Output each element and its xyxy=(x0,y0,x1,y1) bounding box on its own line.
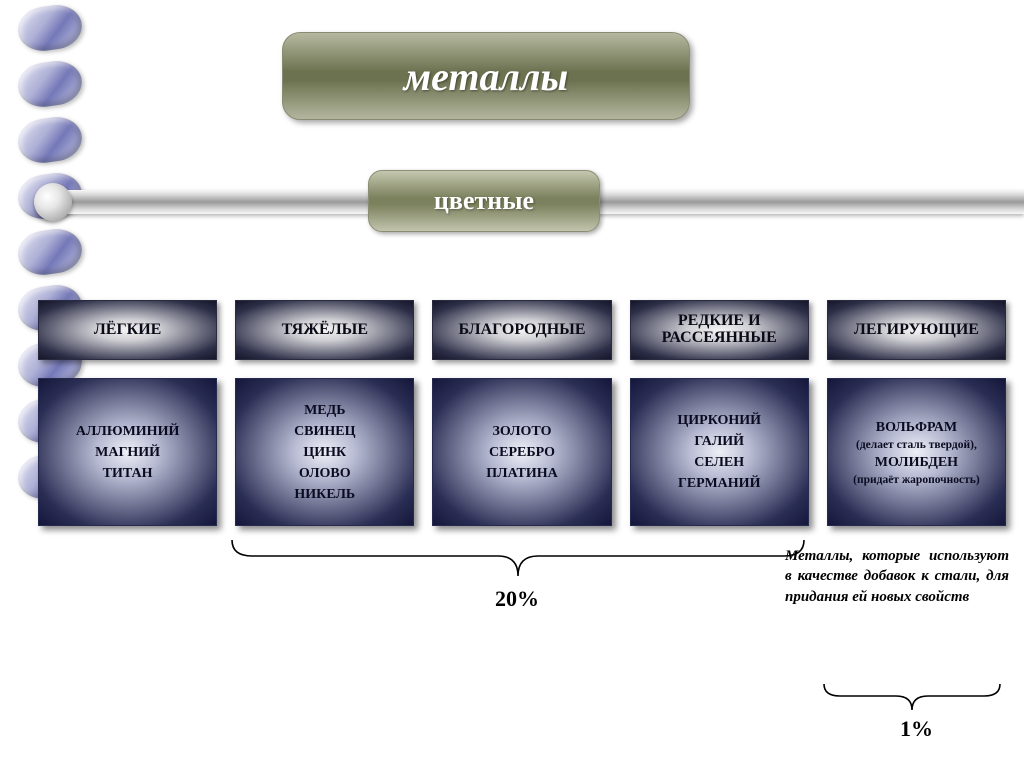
example-line: СВИНЕЦ xyxy=(294,421,355,442)
example-line: ЗОЛОТО xyxy=(493,421,552,442)
title-text: металлы xyxy=(404,53,569,100)
alloying-note: Металлы, которые используют в качестве д… xyxy=(785,546,1009,607)
example-line: МАГНИЙ xyxy=(95,442,160,463)
category-box: БЛАГОРОДНЫЕ xyxy=(432,300,611,360)
category-row: ЛЁГКИЕ ТЯЖЁЛЫЕ БЛАГОРОДНЫЕ РЕДКИЕ И РАСС… xyxy=(38,300,1006,360)
example-box: МЕДЬСВИНЕЦЦИНКОЛОВОНИКЕЛЬ xyxy=(235,378,414,526)
example-line: ЦИРКОНИЙ xyxy=(677,410,761,431)
brace-20pct xyxy=(228,536,808,586)
title-pill: металлы xyxy=(282,32,690,120)
bar-end-cap xyxy=(34,183,72,221)
example-box: ВОЛЬФРАМ(делает сталь твердой),МОЛИБДЕН(… xyxy=(827,378,1006,526)
example-line: СЕРЕБРО xyxy=(489,442,555,463)
example-line: ГЕРМАНИЙ xyxy=(678,473,761,494)
category-box: РЕДКИЕ И РАССЕЯННЫЕ xyxy=(630,300,809,360)
examples-row: АЛЛЮМИНИЙМАГНИЙТИТАН МЕДЬСВИНЕЦЦИНКОЛОВО… xyxy=(38,378,1006,526)
subtitle-pill: цветные xyxy=(368,170,600,232)
example-line: ЦИНК xyxy=(303,442,346,463)
pct-1-label: 1% xyxy=(900,716,933,742)
example-line: ПЛАТИНА xyxy=(486,463,557,484)
example-line: МЕДЬ xyxy=(304,400,345,421)
subtitle-text: цветные xyxy=(434,186,534,216)
pct-20-label: 20% xyxy=(495,586,539,612)
category-label: БЛАГОРОДНЫЕ xyxy=(458,322,585,339)
category-label: ЛЁГКИЕ xyxy=(94,322,162,339)
example-line: ОЛОВО xyxy=(299,463,351,484)
category-box: ЛЁГКИЕ xyxy=(38,300,217,360)
example-line: МОЛИБДЕН xyxy=(875,452,958,473)
category-box: ТЯЖЁЛЫЕ xyxy=(235,300,414,360)
example-box: ЗОЛОТОСЕРЕБРОПЛАТИНА xyxy=(432,378,611,526)
example-line: ВОЛЬФРАМ xyxy=(876,417,957,438)
example-box: АЛЛЮМИНИЙМАГНИЙТИТАН xyxy=(38,378,217,526)
example-line: (делает сталь твердой), xyxy=(856,438,977,452)
example-line: ТИТАН xyxy=(103,463,153,484)
category-label: ЛЕГИРУЮЩИЕ xyxy=(854,322,979,339)
category-label: ТЯЖЁЛЫЕ xyxy=(282,322,368,339)
brace-1pct xyxy=(820,680,1004,720)
category-box: ЛЕГИРУЮЩИЕ xyxy=(827,300,1006,360)
example-line: АЛЛЮМИНИЙ xyxy=(76,421,180,442)
example-line: НИКЕЛЬ xyxy=(294,484,355,505)
example-line: СЕЛЕН xyxy=(694,452,744,473)
example-line: (придаёт жаропочность) xyxy=(853,473,980,487)
category-label: РЕДКИЕ И РАССЕЯННЫЕ xyxy=(635,313,804,347)
example-line: ГАЛИЙ xyxy=(694,431,744,452)
example-box: ЦИРКОНИЙГАЛИЙСЕЛЕНГЕРМАНИЙ xyxy=(630,378,809,526)
